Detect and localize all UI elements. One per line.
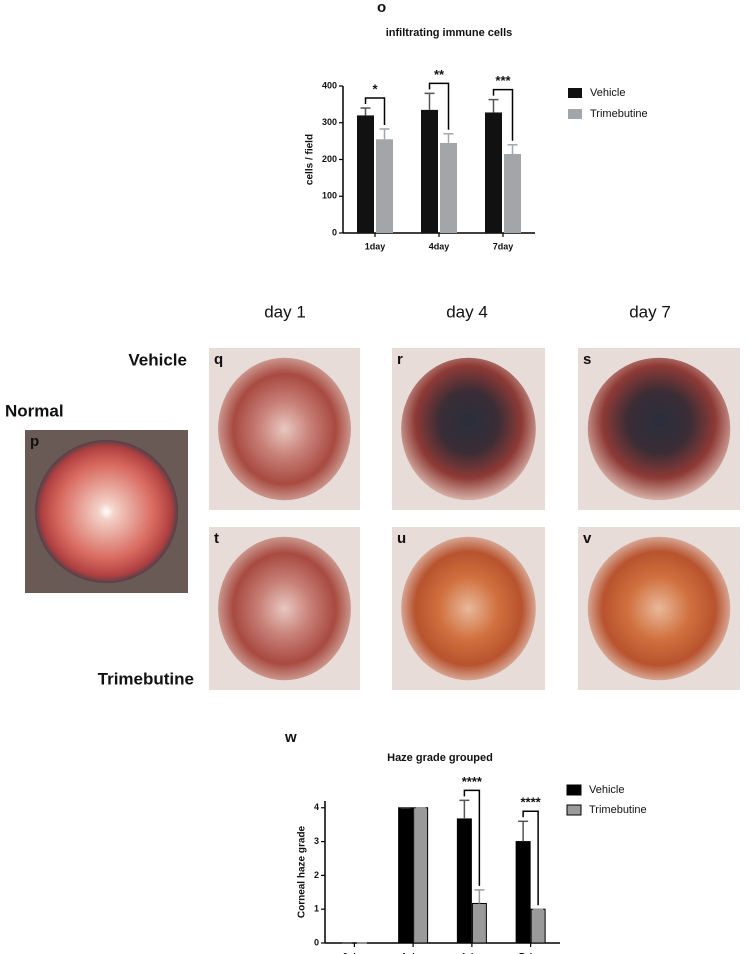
column-label: day 1 [264,302,306,321]
significance-bracket [428,82,450,130]
y-tick-label: 4 [314,802,319,812]
legend-swatch [566,784,582,796]
y-tick-label: 200 [322,154,337,164]
y-tick-label: 0 [314,937,319,947]
y-tick-label: 100 [322,191,337,201]
panel-letter: t [214,530,219,547]
y-tick-label: 2 [314,870,319,880]
x-tick-label: 4day [429,241,450,251]
eye [218,536,351,681]
photo-panels: day 1 day 4 day 7 Vehicle Trimebutine No… [5,302,671,688]
legend-label: Trimebutine [589,804,647,816]
eye [587,536,731,681]
chart: w Haze grade grouped Corneal haze grade 0 1 2… [284,729,647,954]
legend-swatch [568,88,582,98]
panel-letter: r [397,351,403,368]
y-tick-label: 300 [322,117,337,127]
bar [421,109,438,233]
panel-letter: u [397,530,406,547]
y-axis-label: Corneal haze grade [297,825,308,918]
significance-label: ** [434,67,445,82]
eye [587,357,731,501]
panel-letter: s [583,351,591,368]
x-tick-label: 1 day [402,951,425,954]
panel-letter: o [377,0,386,16]
bar [471,902,487,944]
y-tick-label: 0 [332,227,337,237]
normal-label: Normal [5,401,64,420]
significance-label: *** [495,73,511,88]
significance-bracket [463,789,481,886]
legend-swatch [566,804,582,816]
eye [218,357,351,501]
x-tick-label: 0 day [343,951,366,954]
x-tick-label: 7day [493,241,514,251]
legend-label: Trimebutine [590,108,648,120]
significance-label: **** [462,774,483,789]
legend-swatch [568,109,582,119]
significance-bracket [364,97,386,125]
bar [485,112,502,233]
bar [440,142,457,233]
y-tick-label: 400 [322,80,337,90]
chart-title: infiltrating immune cells [386,27,513,39]
panel-letter: w [284,729,297,746]
bar [456,818,472,944]
significance-label: * [372,81,378,96]
bar [515,841,531,944]
eye [401,357,536,501]
significance-bracket [492,88,514,141]
bar [413,807,429,944]
panel-letter: q [214,351,223,368]
significance-bracket [522,810,539,906]
panel-letter: v [583,530,592,547]
chart-title: Haze grade grouped [387,752,493,764]
x-tick-label: 4 day [460,951,483,954]
bar [398,807,414,944]
row-label: Vehicle [128,350,187,369]
column-label: day 7 [629,302,671,321]
y-axis-label: cells / field [305,134,316,185]
y-tick-label: 1 [314,904,319,914]
column-label: day 4 [446,302,488,321]
panel-letter: p [30,433,39,450]
x-tick-label: 7 day [519,951,542,954]
legend-label: Vehicle [590,87,625,99]
significance-label: **** [521,795,542,810]
bar [357,115,374,233]
bar [376,139,393,233]
legend-label: Vehicle [589,784,624,796]
x-tick-label: 1day [365,241,386,251]
bar [504,153,521,233]
bar [530,908,546,944]
eye [401,536,536,681]
row-label: Trimebutine [98,669,194,688]
eye [34,439,179,584]
y-tick-label: 3 [314,836,319,846]
